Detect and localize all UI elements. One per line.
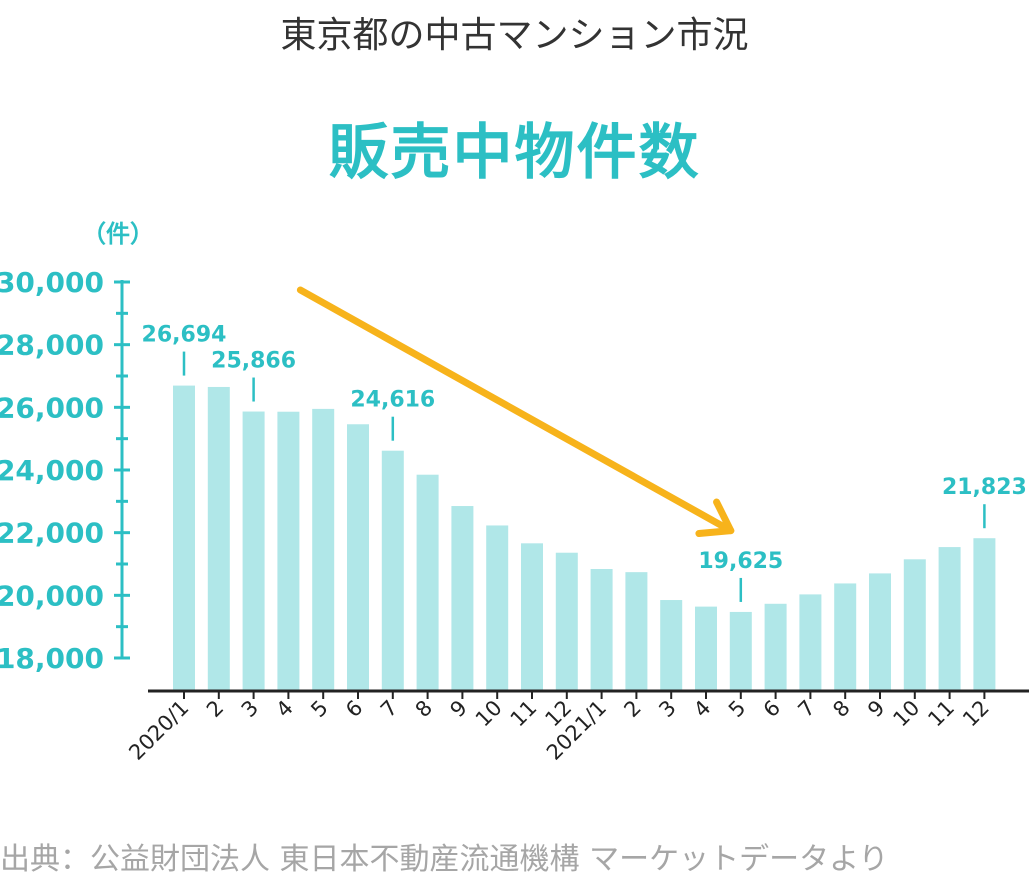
y-tick-label: 28,000 [0,329,104,362]
bar [590,569,613,691]
x-tick-label: 7 [794,696,820,722]
y-tick-label: 22,000 [0,517,104,550]
x-tick-label: 8 [411,696,437,722]
x-tick-label: 3 [237,696,263,722]
x-tick-label: 2020/1 [124,696,193,765]
data-label: 26,694 [142,323,227,348]
bar [660,600,683,691]
bar [521,543,543,691]
x-tick-label: 6 [341,696,367,722]
bar [799,594,822,691]
x-tick-label: 4 [272,696,298,722]
data-source-note: 出典：公益財団法人 東日本不動産流通機構 マーケットデータより [0,842,889,877]
chart-title: 販売中物件数 [328,118,701,188]
y-tick-label: 18,000 [0,642,104,675]
bar [173,385,195,691]
data-label: 19,625 [698,549,783,574]
x-tick-label: 2 [620,696,646,722]
x-tick-label: 11 [506,696,542,732]
trend-arrow-head [695,498,735,538]
bar [764,603,787,691]
bar [973,538,996,691]
data-label: 21,823 [942,475,1027,500]
bar [381,450,404,691]
x-tick-label: 10 [471,696,507,732]
x-tick-label: 10 [888,696,924,732]
bar [416,474,439,691]
data-label: 24,616 [350,388,435,413]
bar [903,559,926,691]
x-tick-label: 2 [202,696,228,722]
y-axis-unit-label: （件） [82,220,154,248]
x-tick-label: 12 [958,696,994,732]
bar [312,408,335,691]
bar [347,424,369,691]
x-tick-label: 8 [828,696,854,722]
bar [729,611,752,691]
bar [242,411,265,691]
bar [486,525,509,691]
bar [869,573,891,691]
x-tick-label: 4 [689,696,715,722]
x-tick-label: 6 [759,696,785,722]
x-tick-label: 11 [923,696,959,732]
y-tick-label: 20,000 [0,579,104,612]
bar [625,572,648,691]
bar [555,552,578,691]
x-tick-label: 9 [863,696,889,722]
y-tick-label: 30,000 [0,266,104,299]
bar [834,583,857,691]
bar [938,547,961,691]
bar [451,506,474,691]
x-tick-label: 3 [654,696,680,722]
y-tick-label: 24,000 [0,454,104,487]
x-tick-label: 5 [724,696,750,722]
trend-arrow-line [296,286,735,535]
x-tick-label: 7 [376,696,402,722]
chart-subtitle: 東京都の中古マンション市況 [280,15,749,56]
data-label: 25,866 [211,349,296,374]
x-tick-label: 5 [306,696,332,722]
bar [277,411,300,691]
bar [207,386,230,691]
y-tick-label: 26,000 [0,391,104,424]
bar [695,606,717,691]
x-tick-label: 9 [446,696,472,722]
